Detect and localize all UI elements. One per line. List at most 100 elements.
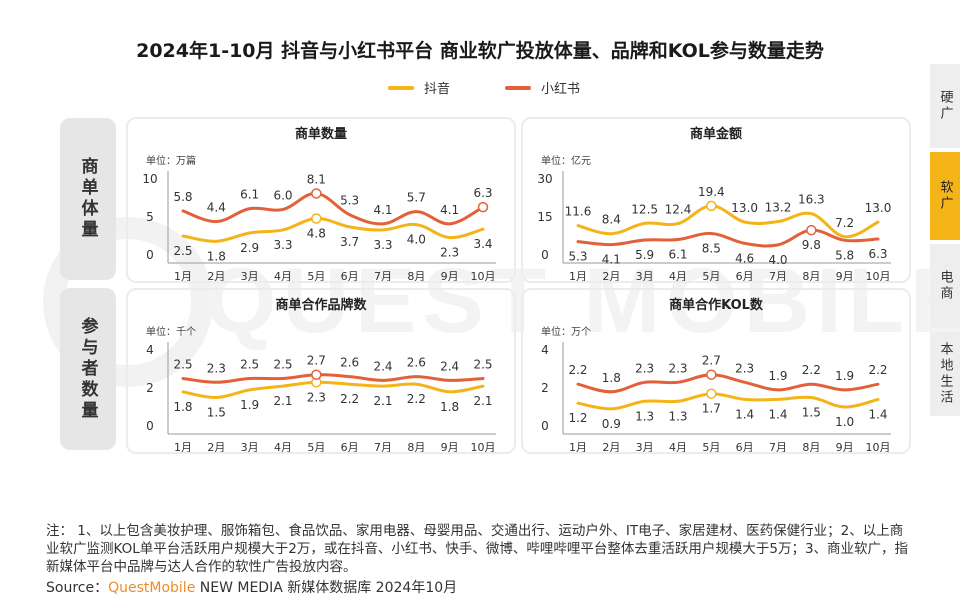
data-label: 1.4 [735,407,754,421]
x-tick-label: 8月 [802,270,820,281]
data-label: 1.8 [173,400,192,414]
data-label: 8.5 [702,241,721,255]
data-label: 1.5 [802,406,821,420]
data-label: 1.3 [668,409,687,423]
chart-panel-kol-count: 商单合作KOL数 单位：万个 0 2 4 1月 2月 3月 4月 5月 6月 7月 8月 9月 10月 1.2… [521,288,911,454]
data-label: 2.5 [173,244,192,258]
data-label: 2.1 [473,394,492,408]
data-label: 1.9 [768,369,787,383]
series-line-xiaohongshu [576,373,880,394]
data-label: 4.1 [602,253,621,267]
y-tick-label: 2 [146,381,154,395]
row-label-volume-text: 商单体量 [77,157,98,241]
x-tick-label: 8月 [407,270,425,281]
y-tick-label: 30 [537,172,552,186]
data-label: 3.7 [340,235,359,249]
data-label: 2.3 [207,361,226,375]
data-label: 6.3 [473,186,492,200]
y-tick-label: 0 [541,248,549,262]
x-tick-label: 9月 [441,270,459,281]
x-tick-label: 7月 [769,270,787,281]
side-tab-soft-ads[interactable]: 软广 [930,152,960,240]
data-label: 0.9 [602,417,621,431]
data-label: 2.2 [340,392,359,406]
data-label: 2.9 [240,241,259,255]
y-tick-label: 5 [146,210,154,224]
data-label: 2.5 [240,358,259,372]
data-label: 1.8 [602,371,621,385]
x-tick-label: 2月 [602,441,620,452]
watermark-text: QUEST MOBILE [205,250,960,352]
x-tick-label: 8月 [802,441,820,452]
data-label: 4.8 [307,227,326,241]
data-label: 2.4 [373,359,392,373]
y-tick-label: 15 [537,210,552,224]
x-tick-label: 3月 [241,441,259,452]
data-label: 4.1 [440,203,459,217]
x-tick-label: 10月 [866,441,891,452]
series-line-douyin [181,217,485,243]
data-point-marker [706,388,717,399]
panel-title: 商单数量 [295,126,347,142]
panel-title: 商单合作品牌数 [275,297,367,313]
data-label: 4.0 [768,253,787,267]
side-tab-ecommerce[interactable]: 电商 [930,244,960,328]
data-label: 4.0 [407,233,426,247]
data-label: 2.1 [373,394,392,408]
data-label: 1.9 [240,398,259,412]
data-label: 12.4 [665,203,692,217]
data-label: 1.9 [835,369,854,383]
data-label: 4.1 [373,203,392,217]
data-label: 3.3 [373,238,392,252]
data-label: 6.0 [273,188,292,202]
side-tab-soft-ads-label: 软广 [937,180,953,212]
data-label: 2.3 [735,361,754,375]
data-label: 1.4 [868,407,887,421]
y-tick-label: 4 [541,343,549,357]
x-tick-label: 7月 [374,441,392,452]
data-point-marker [311,369,322,380]
x-tick-label: 9月 [441,441,459,452]
footnote: 注： 1、以上包含美妆护理、服饰箱包、食品饮品、家用电器、母婴用品、交通出行、运… [46,523,909,575]
x-tick-label: 9月 [836,270,854,281]
data-label: 2.5 [173,358,192,372]
data-label: 1.7 [702,402,721,416]
data-label: 5.8 [835,248,854,262]
data-label: 1.8 [207,249,226,263]
x-tick-label: 5月 [307,270,325,281]
data-label: 1.5 [207,406,226,420]
data-label: 11.6 [565,205,592,219]
x-tick-label: 5月 [702,270,720,281]
data-label: 13.0 [731,201,758,215]
data-label: 5.8 [173,190,192,204]
y-tick-label: 10 [142,172,157,186]
side-tab-hard-ads[interactable]: 硬广 [930,64,960,148]
x-tick-label: 9月 [836,441,854,452]
y-tick-label: 0 [146,419,154,433]
x-tick-label: 6月 [341,270,359,281]
data-label: 5.3 [568,250,587,264]
side-tab-local-life[interactable]: 本地生活 [930,332,960,416]
x-tick-label: 7月 [769,441,787,452]
series-line-xiaohongshu [181,373,485,384]
source-suffix: NEW MEDIA 新媒体数据库 2024年10月 [195,580,458,596]
x-tick-label: 10月 [866,270,891,281]
legend-item-xiaohongshu: 小红书 [505,78,580,97]
data-label: 8.4 [602,213,621,227]
y-tick-label: 2 [541,381,549,395]
data-point-marker [706,369,717,380]
data-label: 4.4 [207,201,226,215]
data-label: 2.3 [668,361,687,375]
data-label: 1.3 [635,409,654,423]
data-label: 2.2 [802,363,821,377]
data-label: 1.4 [768,407,787,421]
x-tick-label: 4月 [274,441,292,452]
data-label: 2.3 [635,361,654,375]
data-label: 5.7 [407,191,426,205]
legend-swatch-xiaohongshu [505,85,531,90]
x-tick-label: 2月 [207,441,225,452]
legend-label-xiaohongshu: 小红书 [541,82,581,97]
